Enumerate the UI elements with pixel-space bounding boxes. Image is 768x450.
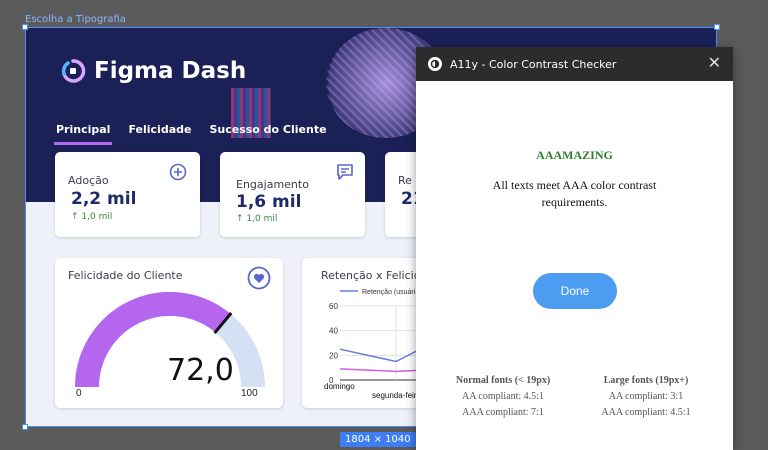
- normal-aaa-label: AAA compliant: 7:1: [462, 407, 544, 418]
- y-tick-label: 20: [329, 351, 338, 360]
- dashboard-tabs: Principal Felicidade Sucesso do Cliente: [54, 123, 329, 145]
- large-aaa-label: AAA compliant: 4.5:1: [601, 407, 691, 418]
- resize-handle-top-left[interactable]: [22, 24, 28, 30]
- heart-icon: [247, 266, 271, 290]
- engagement-card: Engajamento 1,6 mil ↑ 1,0 mil: [220, 152, 365, 237]
- result-heading: AAAMAZING: [536, 148, 613, 162]
- y-axis-ticks: 0 20 40 60: [329, 302, 338, 385]
- gauge-max-label: 100: [241, 388, 258, 399]
- result-message: All texts meet AAA color contrast requir…: [492, 178, 657, 209]
- gauge-fill: [75, 292, 231, 388]
- happiness-gauge: [75, 292, 265, 388]
- tab-sucesso-do-cliente[interactable]: Sucesso do Cliente: [209, 123, 327, 136]
- contrast-checker-modal: A11y - Color Contrast Checker ✕ AAAMAZIN…: [416, 47, 733, 450]
- large-aa-label: AA compliant: 3:1: [608, 391, 684, 402]
- happiness-card: Felicidade do Cliente 72,0 0 100: [55, 258, 283, 408]
- x-label-segunda: segunda-feira: [372, 391, 421, 400]
- card-value: 2,2 mil: [71, 189, 137, 209]
- plugin-logo-icon: [428, 57, 442, 71]
- large-fonts-heading: Large fonts (19px+): [603, 375, 689, 386]
- card-title: Engajamento: [236, 178, 309, 191]
- frame-size-badge: 1804 × 1040: [340, 432, 416, 447]
- y-tick-label: 40: [329, 327, 338, 336]
- modal-header: A11y - Color Contrast Checker ✕: [416, 47, 733, 81]
- gauge-needle: [213, 312, 233, 335]
- gauge-value: 72,0: [167, 353, 234, 388]
- done-button[interactable]: Done: [533, 273, 617, 309]
- card-delta: ↑ 1,0 mil: [71, 212, 113, 222]
- retention-chart-title: Retenção x Felicid: [321, 269, 421, 282]
- adoption-card: Adoção 2,2 mil ↑ 1,0 mil: [55, 152, 200, 237]
- resize-handle-top-right[interactable]: [714, 24, 720, 30]
- gauge-min-label: 0: [76, 388, 82, 399]
- card-delta: ↑ 1,0 mil: [236, 214, 278, 224]
- normal-fonts-column: Normal fonts (< 19px) AA compliant: 4.5:…: [453, 373, 553, 421]
- normal-aa-label: AA compliant: 4.5:1: [462, 391, 544, 402]
- legend-label: Retenção (usuári: [362, 289, 416, 296]
- tab-felicidade[interactable]: Felicidade: [128, 123, 192, 136]
- card-value: 1,6 mil: [236, 192, 302, 212]
- y-tick-label: 0: [329, 376, 334, 385]
- close-icon[interactable]: ✕: [707, 55, 721, 72]
- card-title: Re: [398, 174, 412, 187]
- frame-label[interactable]: Escolha a Tipografia: [25, 14, 126, 25]
- normal-fonts-heading: Normal fonts (< 19px): [455, 375, 551, 386]
- tab-principal[interactable]: Principal: [54, 123, 113, 145]
- plus-circle-icon: [169, 163, 187, 181]
- modal-title: A11y - Color Contrast Checker: [450, 57, 617, 71]
- hero-decoration-bars: [231, 88, 271, 138]
- large-fonts-column: Large fonts (19px+) AA compliant: 3:1 AA…: [596, 373, 696, 421]
- refresh-logo-icon: [61, 59, 86, 83]
- resize-handle-bottom-left[interactable]: [22, 424, 28, 430]
- y-tick-label: 60: [329, 302, 338, 311]
- happiness-title: Felicidade do Cliente: [68, 269, 183, 282]
- brand-name: Figma Dash: [94, 58, 247, 84]
- chat-bubble-icon: [337, 164, 353, 180]
- x-label-domingo: domingo: [324, 382, 355, 391]
- card-title: Adoção: [68, 174, 109, 187]
- brand-logo: Figma Dash: [60, 58, 246, 84]
